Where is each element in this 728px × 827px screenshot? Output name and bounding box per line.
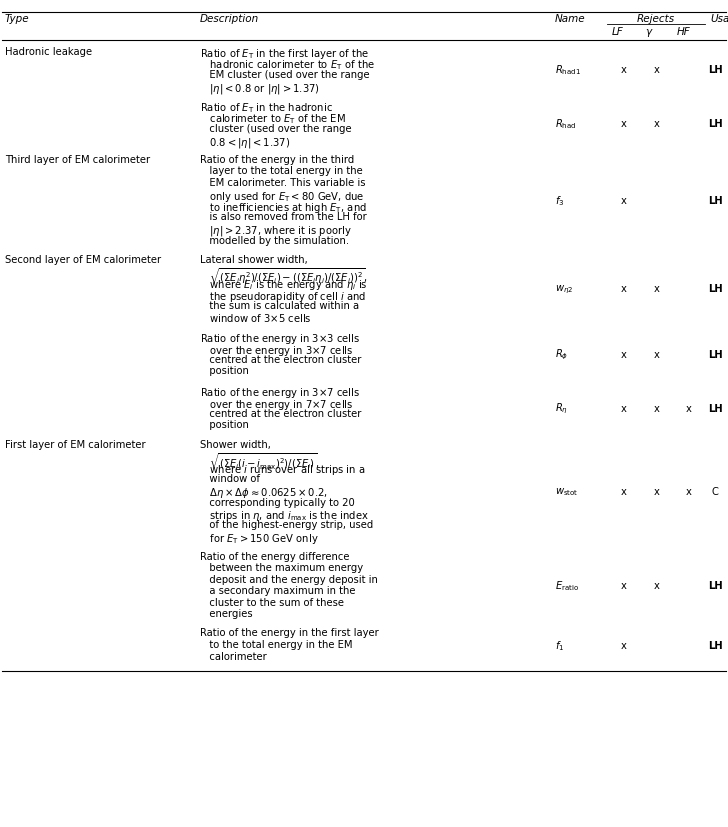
Text: layer to the total energy in the: layer to the total energy in the [200, 166, 363, 176]
Text: x: x [686, 404, 692, 414]
Text: x: x [621, 350, 627, 360]
Text: Usag: Usag [710, 14, 728, 24]
Text: calorimeter to $E_{\mathrm{T}}$ of the EM: calorimeter to $E_{\mathrm{T}}$ of the E… [200, 112, 346, 127]
Text: hadronic calorimeter to $E_{\mathrm{T}}$ of the: hadronic calorimeter to $E_{\mathrm{T}}$… [200, 59, 375, 72]
Text: $|\eta| < 0.8$ or $|\eta| > 1.37$): $|\eta| < 0.8$ or $|\eta| > 1.37$) [200, 82, 320, 95]
Text: to inefficiencies at high $E_{\mathrm{T}}$, and: to inefficiencies at high $E_{\mathrm{T}… [200, 201, 367, 215]
Text: for $E_{\mathrm{T}} > 150$ GeV only: for $E_{\mathrm{T}} > 150$ GeV only [200, 532, 319, 546]
Text: Ratio of $E_{\mathrm{T}}$ in the first layer of the: Ratio of $E_{\mathrm{T}}$ in the first l… [200, 47, 370, 61]
Text: LH: LH [708, 196, 722, 206]
Text: LH: LH [708, 65, 722, 75]
Text: position: position [200, 420, 249, 431]
Text: x: x [621, 404, 627, 414]
Text: Ratio of the energy in $3{\times}3$ cells: Ratio of the energy in $3{\times}3$ cell… [200, 332, 360, 346]
Text: the sum is calculated within a: the sum is calculated within a [200, 301, 359, 311]
Text: Shower width,: Shower width, [200, 440, 271, 450]
Text: Ratio of $E_{\mathrm{T}}$ in the hadronic: Ratio of $E_{\mathrm{T}}$ in the hadroni… [200, 101, 333, 115]
Text: a secondary maximum in the: a secondary maximum in the [200, 586, 355, 596]
Text: Lateral shower width,: Lateral shower width, [200, 255, 308, 265]
Text: LH: LH [708, 350, 722, 360]
Text: window of: window of [200, 475, 260, 485]
Text: over the energy in $3{\times}7$ cells: over the energy in $3{\times}7$ cells [200, 343, 353, 357]
Text: $R_{\mathrm{had}}$: $R_{\mathrm{had}}$ [555, 117, 577, 131]
Text: Third layer of EM calorimeter: Third layer of EM calorimeter [5, 155, 150, 165]
Text: Ratio of the energy in $3{\times}7$ cells: Ratio of the energy in $3{\times}7$ cell… [200, 386, 360, 400]
Text: $w_{\eta 2}$: $w_{\eta 2}$ [555, 284, 574, 296]
Text: corresponding typically to 20: corresponding typically to 20 [200, 498, 355, 508]
Text: Ratio of the energy in the first layer: Ratio of the energy in the first layer [200, 629, 379, 638]
Text: C: C [711, 487, 719, 497]
Text: modelled by the simulation.: modelled by the simulation. [200, 236, 349, 246]
Text: x: x [654, 284, 660, 294]
Text: x: x [654, 119, 660, 129]
Text: LH: LH [708, 641, 722, 651]
Text: Second layer of EM calorimeter: Second layer of EM calorimeter [5, 255, 161, 265]
Text: $R_{\eta}$: $R_{\eta}$ [555, 402, 568, 416]
Text: strips in $\eta$, and $i_{\mathrm{max}}$ is the index: strips in $\eta$, and $i_{\mathrm{max}}$… [200, 509, 369, 523]
Text: x: x [621, 119, 627, 129]
Text: First layer of EM calorimeter: First layer of EM calorimeter [5, 440, 146, 450]
Text: EM calorimeter. This variable is: EM calorimeter. This variable is [200, 178, 365, 188]
Text: where $i$ runs over all strips in a: where $i$ runs over all strips in a [200, 463, 365, 477]
Text: LH: LH [708, 404, 722, 414]
Text: $\Delta\eta \times \Delta\phi \approx 0.0625 \times 0.2$,: $\Delta\eta \times \Delta\phi \approx 0.… [200, 486, 328, 500]
Text: HF: HF [677, 27, 691, 37]
Text: the pseudorapidity of cell $i$ and: the pseudorapidity of cell $i$ and [200, 289, 366, 304]
Text: window of $3{\times}5$ cells: window of $3{\times}5$ cells [200, 313, 312, 324]
Text: $E_{\mathrm{ratio}}$: $E_{\mathrm{ratio}}$ [555, 579, 579, 593]
Text: of the highest-energy strip, used: of the highest-energy strip, used [200, 520, 373, 530]
Text: $|\eta| > 2.37$, where it is poorly: $|\eta| > 2.37$, where it is poorly [200, 224, 352, 238]
Text: over the energy in $7{\times}7$ cells: over the energy in $7{\times}7$ cells [200, 398, 353, 412]
Text: centred at the electron cluster: centred at the electron cluster [200, 355, 361, 365]
Text: deposit and the energy deposit in: deposit and the energy deposit in [200, 575, 378, 585]
Text: $R_{\phi}$: $R_{\phi}$ [555, 348, 569, 362]
Text: x: x [654, 581, 660, 591]
Text: LH: LH [708, 119, 722, 129]
Text: x: x [654, 487, 660, 497]
Text: $\gamma$: $\gamma$ [645, 27, 654, 39]
Text: energies: energies [200, 609, 253, 619]
Text: to the total energy in the EM: to the total energy in the EM [200, 640, 352, 650]
Text: only used for $E_{\mathrm{T}} < 80$ GeV, due: only used for $E_{\mathrm{T}} < 80$ GeV,… [200, 189, 365, 203]
Text: $R_{\mathrm{had1}}$: $R_{\mathrm{had1}}$ [555, 63, 581, 77]
Text: x: x [621, 581, 627, 591]
Text: between the maximum energy: between the maximum energy [200, 563, 363, 573]
Text: EM cluster (used over the range: EM cluster (used over the range [200, 70, 370, 80]
Text: x: x [654, 65, 660, 75]
Text: $\sqrt{(\Sigma E_i\eta_i^2)/(\Sigma E_i) - ((\Sigma E_i\eta_i)/(\Sigma E_i))^2}$: $\sqrt{(\Sigma E_i\eta_i^2)/(\Sigma E_i)… [200, 266, 368, 287]
Text: Type: Type [5, 14, 30, 24]
Text: Description: Description [200, 14, 259, 24]
Text: is also removed from the LH for: is also removed from the LH for [200, 213, 367, 222]
Text: LF: LF [612, 27, 624, 37]
Text: Ratio of the energy difference: Ratio of the energy difference [200, 552, 349, 562]
Text: $w_{\mathrm{stot}}$: $w_{\mathrm{stot}}$ [555, 485, 579, 498]
Text: x: x [654, 404, 660, 414]
Text: calorimeter: calorimeter [200, 652, 266, 662]
Text: Hadronic leakage: Hadronic leakage [5, 47, 92, 57]
Text: position: position [200, 366, 249, 376]
Text: x: x [686, 487, 692, 497]
Text: x: x [621, 284, 627, 294]
Text: $0.8 < |\eta| < 1.37$): $0.8 < |\eta| < 1.37$) [200, 136, 290, 150]
Text: $f_{1}$: $f_{1}$ [555, 638, 564, 653]
Text: x: x [621, 487, 627, 497]
Text: where $E_i$ is the energy and $\eta_i$ is: where $E_i$ is the energy and $\eta_i$ i… [200, 278, 368, 292]
Text: x: x [621, 196, 627, 206]
Text: Ratio of the energy in the third: Ratio of the energy in the third [200, 155, 355, 165]
Text: $f_{3}$: $f_{3}$ [555, 194, 564, 208]
Text: Name: Name [555, 14, 585, 24]
Text: LH: LH [708, 284, 722, 294]
Text: $\sqrt{(\Sigma E_i(i - i_{\mathrm{max}})^2)/(\Sigma E_i)}$,: $\sqrt{(\Sigma E_i(i - i_{\mathrm{max}})… [200, 452, 320, 471]
Text: cluster to the sum of these: cluster to the sum of these [200, 597, 344, 608]
Text: x: x [621, 641, 627, 651]
Text: cluster (used over the range: cluster (used over the range [200, 124, 352, 134]
Text: Rejects: Rejects [637, 14, 675, 24]
Text: x: x [654, 350, 660, 360]
Text: LH: LH [708, 581, 722, 591]
Text: x: x [621, 65, 627, 75]
Text: centred at the electron cluster: centred at the electron cluster [200, 409, 361, 419]
